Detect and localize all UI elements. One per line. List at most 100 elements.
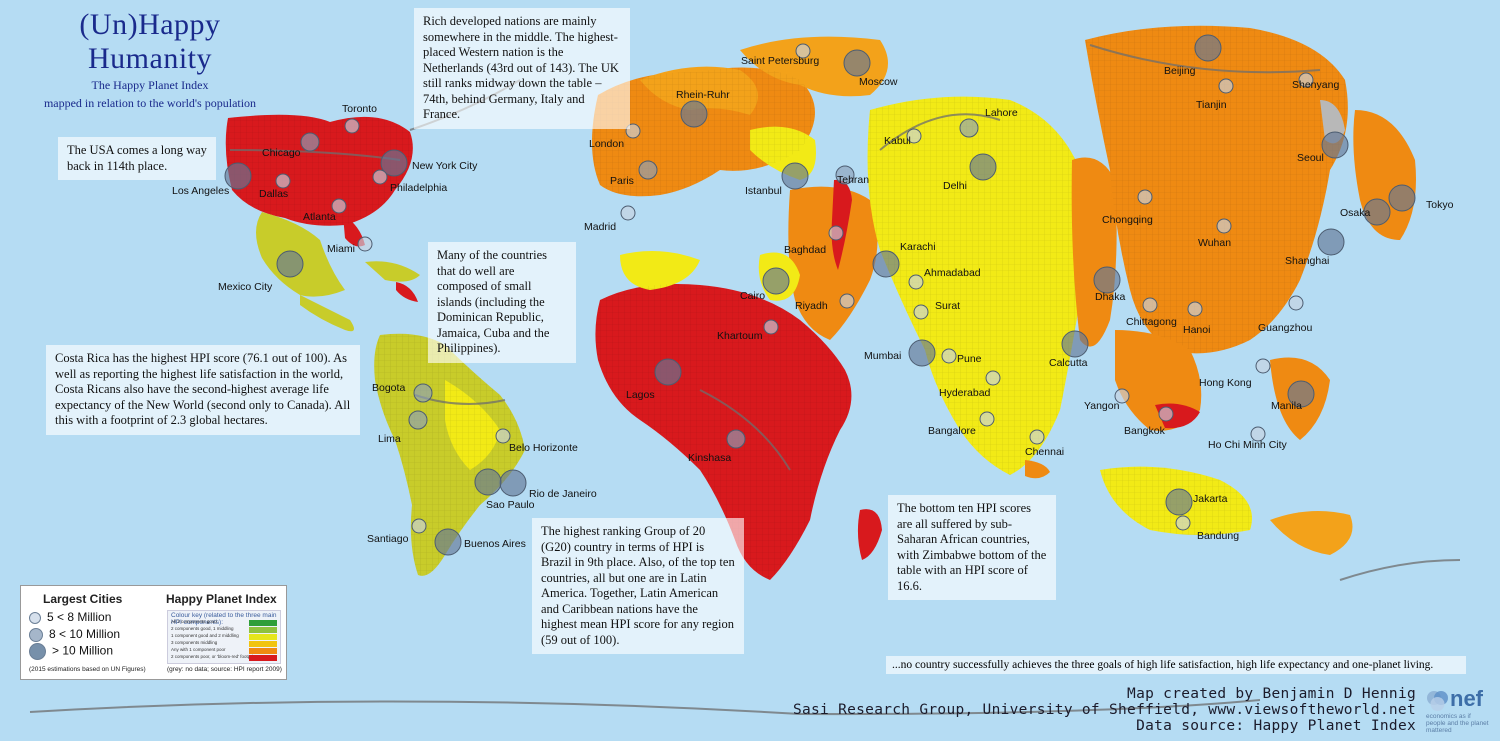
hpi-key-row: 3 components middling [171,640,277,647]
city-marker: Delhi [943,153,997,192]
city-circle-icon [1250,426,1266,442]
city-marker: Wuhan [1198,218,1232,249]
city-marker: Toronto [342,103,377,134]
legend-size-medium: 8 < 10 Million [29,627,120,642]
city-label: Lima [378,433,401,445]
legend: Largest Cities Happy Planet Index 5 < 8 … [20,585,287,680]
city-circle-icon [408,410,428,430]
city-label: Khartoum [717,330,763,342]
city-circle-icon [781,162,809,190]
city-label: Yangon [1084,400,1120,412]
city-marker: Chittagong [1126,297,1177,328]
city-marker: Pune [941,348,982,365]
hpi-key-row: 2 components good, 1 middling [171,626,277,633]
city-label: Madrid [584,221,616,233]
landmass-oceania [1270,511,1353,555]
hpi-key-title: Colour key (related to the three main HP… [171,612,277,626]
city-circle-icon [1363,198,1391,226]
city-circle-icon [1187,301,1203,317]
city-circle-icon [434,528,462,556]
hpi-colour-key: Colour key (related to the three main HP… [167,610,281,664]
hpi-key-row: Any with 1 component poor [171,647,277,654]
city-marker: Hanoi [1183,301,1210,336]
hpi-key-row-label: 2 components good, 1 middling [171,626,234,631]
city-circle-icon [413,383,433,403]
city-label: Saint Petersburg [741,55,819,67]
note-islands: Many of the countries that do well are c… [428,242,576,363]
city-circle-icon [1194,34,1222,62]
hpi-key-row-label: Any with 1 component poor [171,647,226,652]
city-label: Philadelphia [390,182,447,194]
nef-logo-text: nef [1450,686,1483,711]
city-label: Beijing [1164,65,1196,77]
city-marker: Los Angeles [172,162,252,197]
city-label: Bangalore [928,425,976,437]
city-label: Kabul [884,135,911,147]
small-circle-icon [29,611,41,624]
city-label: Karachi [900,241,936,253]
city-circle-icon [1142,297,1158,313]
city-label: Rhein-Ruhr [676,89,730,101]
city-circle-icon [1388,184,1416,212]
city-label: Delhi [943,180,967,192]
city-circle-icon [331,198,347,214]
legend-hpi-title: Happy Planet Index [166,592,277,606]
city-label: Chittagong [1126,316,1177,328]
city-label: Jakarta [1193,493,1228,505]
city-circle-icon [828,225,844,241]
hpi-key-row-swatch [249,634,277,640]
city-marker: Santiago [367,518,427,545]
city-label: Shanghai [1285,255,1329,267]
city-marker: Miami [327,236,373,255]
city-circle-icon [1218,78,1234,94]
city-marker: Bandung [1175,515,1239,542]
landmass-africa [595,251,882,580]
city-label: Surat [935,300,960,312]
city-label: Paris [610,175,634,187]
hpi-key-row-swatch [249,627,277,633]
legend-cities-title: Largest Cities [43,592,123,606]
city-label: Bangkok [1124,425,1166,437]
hpi-key-row-swatch [249,655,277,661]
city-marker: Dhaka [1093,266,1126,303]
city-circle-icon [1216,218,1232,234]
city-circle-icon [1288,295,1304,311]
city-marker: Surat [913,300,960,320]
city-circle-icon [1321,131,1349,159]
city-circle-icon [411,518,427,534]
city-label: Chongqing [1102,214,1153,226]
city-circle-icon [1317,228,1345,256]
city-marker: Chicago [262,132,320,159]
city-label: Hyderabad [939,387,991,399]
city-marker: Sao Paulo [474,468,535,511]
city-label: Lahore [985,107,1018,119]
city-label: Riyadh [795,300,828,312]
city-circle-icon [1114,388,1130,404]
city-circle-icon [638,160,658,180]
hpi-key-row: 2 components poor, or 'bloom-red' footpr… [171,654,277,661]
note-costa-rica: Costa Rica has the highest HPI score (76… [46,345,360,435]
city-label: Calcutta [1049,357,1088,369]
city-circle-icon [495,428,511,444]
city-marker: Belo Horizonte [495,428,578,454]
city-label: Wuhan [1198,237,1231,249]
hpi-key-row-swatch [249,641,277,647]
city-label: Toronto [342,103,377,115]
credit-institution: Sasi Research Group, University of Sheff… [792,702,1416,718]
hpi-key-row-label: 3 components middling [171,640,218,645]
city-circle-icon [843,49,871,77]
city-marker: Jakarta [1165,488,1228,516]
city-marker: Moscow [843,49,898,88]
city-circle-icon [620,205,636,221]
city-label: Tianjin [1196,99,1227,111]
city-label: Ahmadabad [924,267,981,279]
city-circle-icon [985,370,1001,386]
city-circle-icon [906,128,922,144]
city-marker: Beijing [1164,34,1222,77]
city-circle-icon [1029,429,1045,445]
city-circle-icon [762,267,790,295]
note-netherlands: Rich developed nations are mainly somewh… [414,8,630,129]
credit-author: Map created by Benjamin D Hennig [1127,686,1416,702]
city-marker: Madrid [584,205,636,233]
